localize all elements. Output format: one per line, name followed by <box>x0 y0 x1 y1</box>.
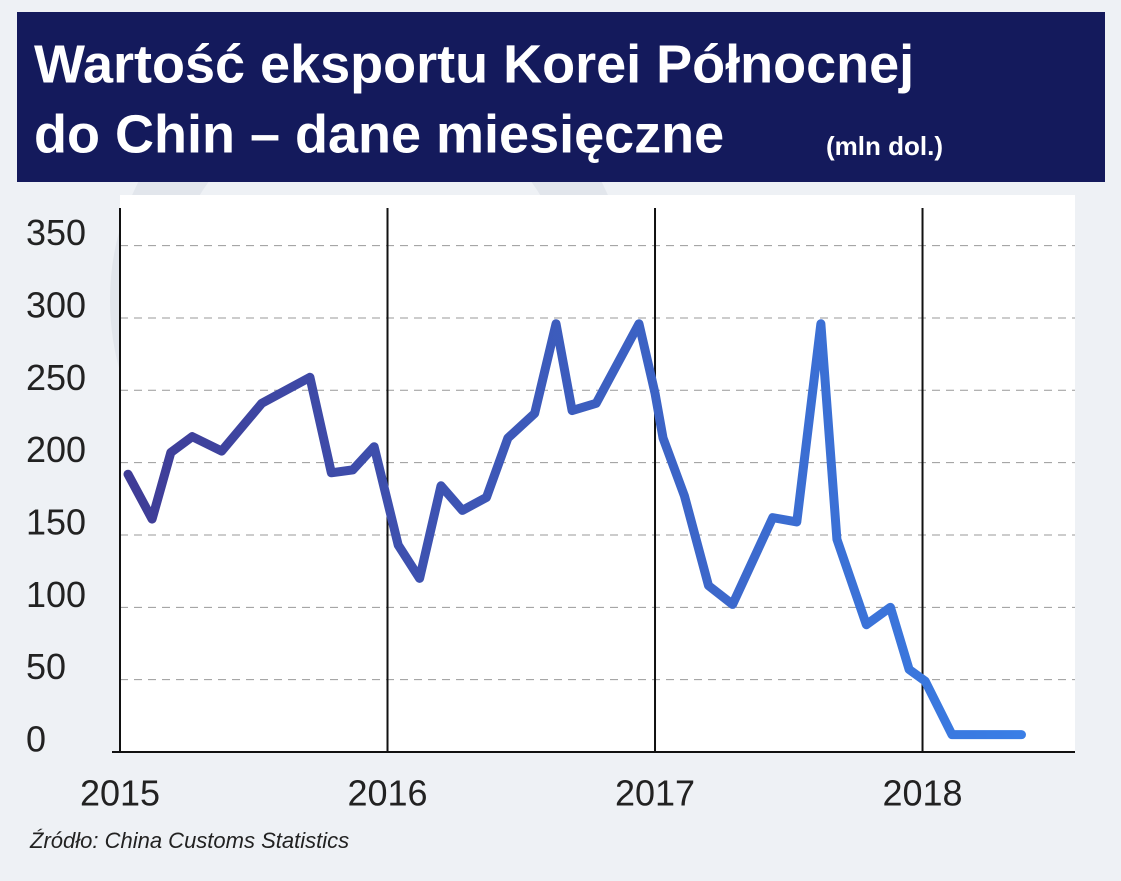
x-tick-label: 2016 <box>347 773 427 814</box>
y-tick-label: 50 <box>26 646 66 687</box>
plot-area <box>120 195 1075 752</box>
y-tick-label: 300 <box>26 284 86 325</box>
x-tick-label: 2017 <box>615 773 695 814</box>
chart-title: Wartość eksportu Korei Północnej <box>34 34 914 94</box>
source-note: Źródło: China Customs Statistics <box>29 828 349 853</box>
chart-title-line2: do Chin – dane miesięczne <box>34 104 724 164</box>
y-tick-label: 100 <box>26 574 86 615</box>
y-tick-label: 250 <box>26 357 86 398</box>
y-tick-label: 150 <box>26 502 86 543</box>
x-tick-label: 2015 <box>80 773 160 814</box>
y-tick-label: 350 <box>26 212 86 253</box>
data-line <box>123 319 1026 740</box>
chart-subtitle: (mln dol.) <box>826 131 943 161</box>
x-tick-label: 2018 <box>882 773 962 814</box>
y-tick-label: 200 <box>26 429 86 470</box>
title-banner <box>17 12 1105 182</box>
y-tick-label: 0 <box>26 719 46 760</box>
